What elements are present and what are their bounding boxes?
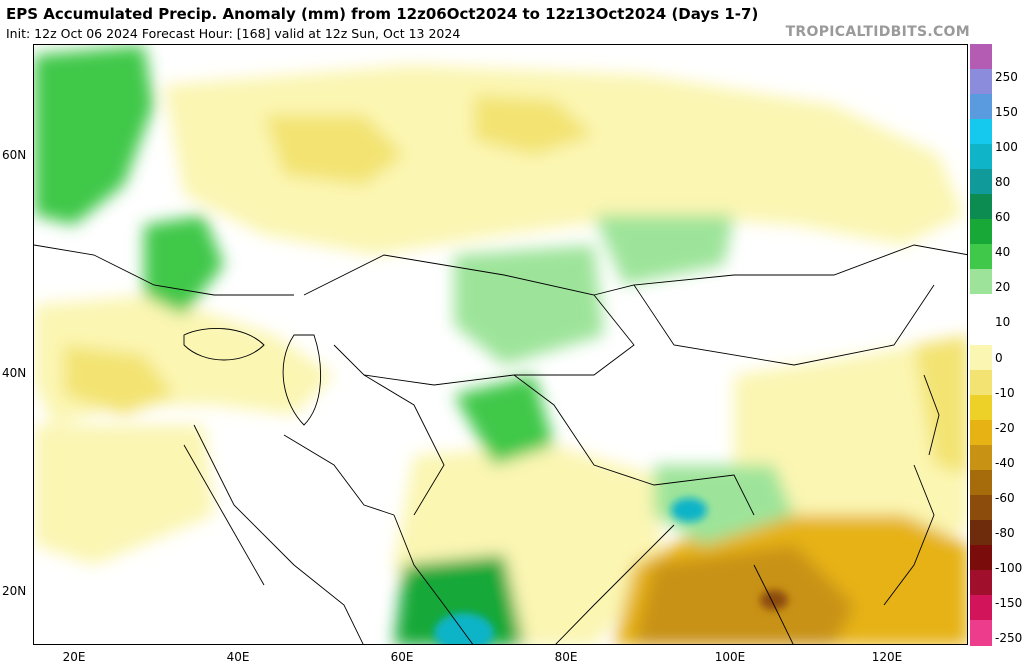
colorbar-cell bbox=[970, 94, 992, 121]
anomaly-core-arabian-sea bbox=[434, 613, 494, 644]
colorbar-tick-label: 10 bbox=[995, 315, 1011, 330]
colorbar-tick-label: -40 bbox=[995, 455, 1015, 470]
colorbar-tick-label: -250 bbox=[995, 630, 1023, 645]
border-china-north bbox=[593, 244, 967, 296]
colorbar-cell bbox=[970, 69, 992, 96]
coastline-persian-gulf bbox=[283, 434, 395, 516]
colorbar-tick-label: 40 bbox=[995, 245, 1011, 260]
precip-anomaly-map bbox=[34, 45, 967, 644]
colorbar-cell bbox=[970, 194, 992, 221]
colorbar-tick-label: 80 bbox=[995, 175, 1011, 190]
colorbar-tick-label: -100 bbox=[995, 560, 1023, 575]
colorbar-tick-label: -80 bbox=[995, 525, 1015, 540]
colorbar-cell bbox=[970, 344, 992, 371]
coastline-india-west bbox=[393, 514, 474, 644]
colorbar-tick-label: 150 bbox=[995, 105, 1018, 120]
lon-label-20e: 20E bbox=[62, 650, 86, 664]
coastline-indochina bbox=[753, 564, 794, 644]
anomaly-pos-arabian-sea bbox=[394, 555, 524, 644]
border-iran-afghan bbox=[363, 374, 445, 516]
coastline-india-east bbox=[555, 524, 675, 644]
lon-label-100e: 100E bbox=[714, 650, 746, 664]
anomaly-pos-belarus bbox=[144, 215, 224, 315]
anomaly-pos-tianshan bbox=[594, 215, 734, 285]
colorbar-tick-label: 250 bbox=[995, 70, 1018, 85]
anomaly-core-bangladesh bbox=[671, 498, 707, 522]
coastline-china-east bbox=[883, 464, 935, 606]
anomaly-pos-scandinavia bbox=[34, 45, 154, 225]
anomaly-neg-balkans bbox=[64, 345, 174, 415]
colorbar-cell bbox=[970, 494, 992, 521]
anomaly-neg-korea-japan bbox=[914, 335, 967, 475]
lat-label-60n: 60N bbox=[2, 148, 27, 162]
colorbar-tick-label: -150 bbox=[995, 595, 1023, 610]
anomaly-neg-east-russia bbox=[644, 135, 794, 185]
lon-label-40e: 40E bbox=[226, 650, 250, 664]
site-brand: TROPICALTIDBITS.COM bbox=[785, 24, 970, 40]
border-china-west bbox=[513, 374, 755, 516]
chart-subtitle: Init: 12z Oct 06 2024 Forecast Hour: [16… bbox=[6, 26, 461, 41]
anomaly-neg-yamal bbox=[474, 95, 594, 155]
anomaly-neg-indochina bbox=[634, 545, 854, 644]
colorbar-tick-label: -10 bbox=[995, 385, 1015, 400]
colorbar-tick-label: 100 bbox=[995, 140, 1018, 155]
colorbar-cell bbox=[970, 119, 992, 146]
colorbar-cell bbox=[970, 369, 992, 396]
colorbar-cell bbox=[970, 569, 992, 596]
colorbar-cell bbox=[970, 44, 992, 70]
colorbar-cell bbox=[970, 394, 992, 421]
colorbar-cell bbox=[970, 269, 992, 296]
anomaly-neg-siberia bbox=[164, 65, 964, 255]
colorbar-cell bbox=[970, 294, 992, 321]
colorbar-tick-label: 20 bbox=[995, 280, 1011, 295]
colorbar bbox=[970, 44, 992, 646]
colorbar-cell bbox=[970, 419, 992, 446]
coastline-arabia bbox=[193, 424, 364, 644]
map-panel bbox=[33, 44, 968, 645]
colorbar-cell bbox=[970, 544, 992, 571]
colorbar-tick-label: -60 bbox=[995, 490, 1015, 505]
colorbar-cell bbox=[970, 169, 992, 196]
anomaly-core-vietnam bbox=[760, 590, 788, 610]
anomaly-pos-pamir bbox=[454, 375, 554, 465]
border-caspian bbox=[282, 334, 322, 426]
colorbar-cell bbox=[970, 319, 992, 346]
colorbar-cell bbox=[970, 469, 992, 496]
lat-label-40n: 40N bbox=[2, 366, 27, 380]
border-mongolia bbox=[633, 284, 935, 366]
anomaly-neg-north-africa bbox=[34, 425, 214, 565]
border-europe bbox=[34, 244, 294, 296]
coastline-red-sea bbox=[183, 444, 265, 586]
lat-label-20n: 20N bbox=[2, 584, 27, 598]
coastline-korea bbox=[923, 374, 940, 456]
lon-label-80e: 80E bbox=[554, 650, 578, 664]
border-central-asia bbox=[303, 254, 635, 386]
lon-label-60e: 60E bbox=[390, 650, 414, 664]
colorbar-cell bbox=[970, 519, 992, 546]
anomaly-pos-kazakhstan bbox=[454, 245, 604, 365]
anomaly-neg-china bbox=[734, 335, 967, 565]
colorbar-cell bbox=[970, 144, 992, 171]
colorbar-cell bbox=[970, 244, 992, 271]
border-black-sea bbox=[183, 327, 265, 361]
chart-title: EPS Accumulated Precip. Anomaly (mm) fro… bbox=[6, 5, 759, 23]
colorbar-tick-label: 60 bbox=[995, 210, 1011, 225]
colorbar-cell bbox=[970, 219, 992, 246]
colorbar-cell bbox=[970, 594, 992, 621]
anomaly-neg-urals bbox=[264, 115, 404, 185]
colorbar-cell bbox=[970, 619, 992, 646]
lon-label-120e: 120E bbox=[871, 650, 903, 664]
colorbar-tick-label: -20 bbox=[995, 420, 1015, 435]
colorbar-cell bbox=[970, 444, 992, 471]
colorbar-tick-label: 0 bbox=[995, 350, 1003, 365]
anomaly-pos-himalaya bbox=[654, 465, 794, 545]
